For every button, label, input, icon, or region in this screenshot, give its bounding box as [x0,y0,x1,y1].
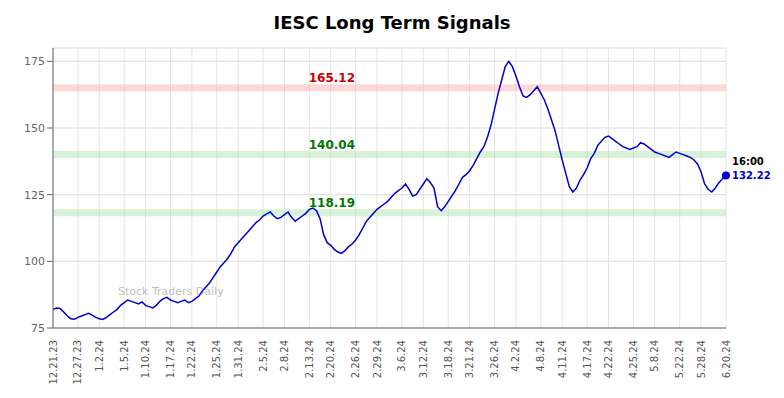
svg-text:2.29.24: 2.29.24 [372,340,383,378]
svg-text:1.2.24: 1.2.24 [94,340,105,372]
svg-text:6.20.24: 6.20.24 [721,340,732,378]
svg-text:16:00: 16:00 [732,156,764,167]
svg-text:2.20.24: 2.20.24 [325,340,336,378]
svg-text:125: 125 [24,189,45,202]
svg-text:165.12: 165.12 [309,71,355,85]
svg-text:118.19: 118.19 [309,196,355,210]
svg-text:75: 75 [31,322,45,335]
svg-text:4.8.24: 4.8.24 [535,340,546,372]
svg-text:4.11.24: 4.11.24 [557,340,568,378]
svg-text:1.31.24: 1.31.24 [233,340,244,378]
svg-text:175: 175 [24,55,45,68]
svg-text:3.26.24: 3.26.24 [489,340,500,378]
svg-text:4.22.24: 4.22.24 [603,340,614,378]
svg-text:100: 100 [24,255,45,268]
svg-text:12.27.23: 12.27.23 [72,340,83,385]
svg-text:3.12.24: 3.12.24 [418,340,429,378]
svg-text:1.25.24: 1.25.24 [211,340,222,378]
svg-text:5.28.24: 5.28.24 [696,340,707,378]
svg-text:150: 150 [24,122,45,135]
svg-text:5.8.24: 5.8.24 [649,340,660,372]
html-text:IESC Long Term Signals: IESC Long Term Signals [273,12,511,33]
html-text:Stock Traders Daily: Stock Traders Daily [118,285,224,298]
svg-text:4.17.24: 4.17.24 [582,340,593,378]
svg-text:1.5.24: 1.5.24 [119,340,130,372]
svg-text:2.5.24: 2.5.24 [258,340,269,372]
svg-text:1.22.24: 1.22.24 [186,340,197,378]
svg-text:3.21.24: 3.21.24 [464,340,475,378]
svg-text:1.17.24: 1.17.24 [165,340,176,378]
svg-text:2.8.24: 2.8.24 [279,340,290,372]
svg-text:2.26.24: 2.26.24 [350,340,361,378]
svg-text:1.10.24: 1.10.24 [140,340,151,378]
svg-text:5.22.24: 5.22.24 [674,340,685,378]
svg-text:3.6.24: 3.6.24 [396,340,407,372]
svg-text:132.22: 132.22 [732,170,771,181]
svg-text:12.21.23: 12.21.23 [48,340,59,385]
svg-text:4.25.24: 4.25.24 [628,340,639,378]
svg-text:3.18.24: 3.18.24 [443,340,454,378]
svg-text:4.2.24: 4.2.24 [510,340,521,372]
svg-text:2.13.24: 2.13.24 [304,340,315,378]
svg-text:140.04: 140.04 [309,138,355,152]
